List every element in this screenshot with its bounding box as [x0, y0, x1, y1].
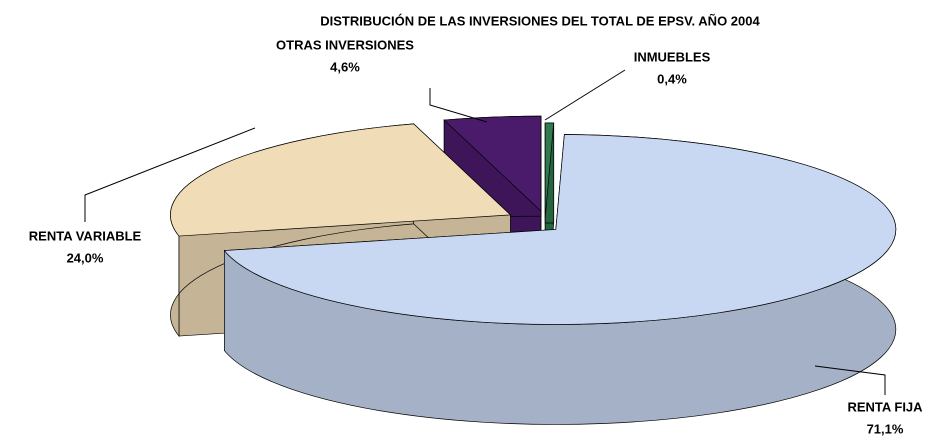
pie — [170, 115, 897, 425]
slice — [544, 122, 555, 219]
category-label: RENTA FIJA — [847, 399, 923, 414]
category-label: RENTA VARIABLE — [29, 228, 142, 243]
leader-line — [84, 127, 256, 222]
value-label: 71,1% — [867, 421, 904, 436]
value-label: 24,0% — [67, 250, 104, 265]
leader-line — [544, 69, 626, 121]
slice — [223, 134, 897, 325]
category-label: OTRAS INVERSIONES — [276, 37, 414, 52]
labels: INMUEBLES 0,4% RENTA FIJA 71,1% RENTA VARIAB… — [29, 37, 923, 436]
leader-line — [814, 365, 886, 395]
chart-title: DISTRIBUCIÓN DE LAS INVERSIONES DEL TOTA… — [320, 13, 760, 28]
value-label: 0,4% — [657, 71, 687, 86]
category-label: INMUEBLES — [634, 49, 711, 64]
value-label: 4,6% — [330, 59, 360, 74]
slice — [170, 123, 512, 237]
slice — [443, 115, 542, 212]
leader-line — [429, 88, 488, 123]
